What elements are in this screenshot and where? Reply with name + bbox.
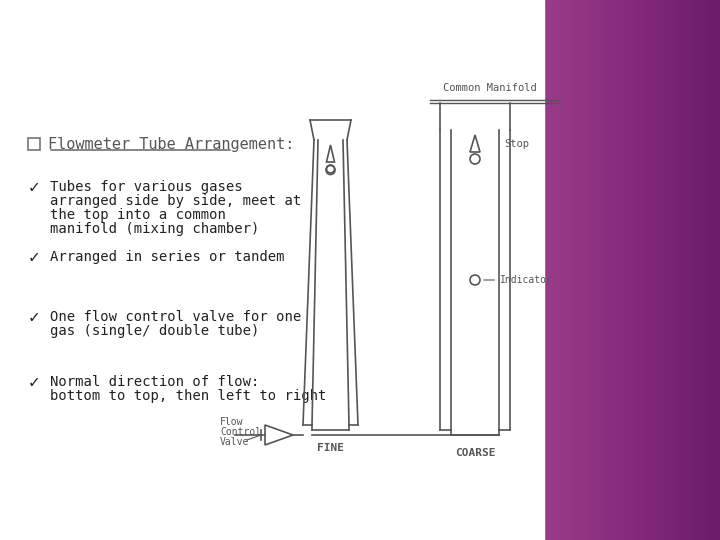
Bar <box>544 0 547 540</box>
Bar <box>635 0 639 540</box>
Bar <box>564 0 568 540</box>
Bar <box>673 0 677 540</box>
Bar <box>629 0 633 540</box>
Text: ✓: ✓ <box>28 250 41 265</box>
Bar <box>647 0 650 540</box>
Text: bottom to top, then left to right: bottom to top, then left to right <box>50 389 326 403</box>
Bar <box>688 0 692 540</box>
Bar <box>652 0 657 540</box>
Bar <box>606 0 609 540</box>
Bar <box>576 0 580 540</box>
Bar <box>658 0 662 540</box>
Bar <box>620 0 624 540</box>
Bar <box>699 0 703 540</box>
Bar <box>693 0 698 540</box>
Bar <box>655 0 660 540</box>
Text: Stop: Stop <box>504 139 529 149</box>
Text: ✓: ✓ <box>28 180 41 195</box>
Bar <box>696 0 701 540</box>
Bar <box>676 0 680 540</box>
Text: manifold (mixing chamber): manifold (mixing chamber) <box>50 222 259 236</box>
Bar <box>682 0 685 540</box>
Bar <box>546 0 551 540</box>
Bar <box>608 0 612 540</box>
Text: One flow control valve for one: One flow control valve for one <box>50 310 301 324</box>
Bar <box>703 0 706 540</box>
Bar <box>679 0 683 540</box>
Text: Arranged in series or tandem: Arranged in series or tandem <box>50 250 284 264</box>
Bar <box>573 0 577 540</box>
Bar <box>623 0 627 540</box>
Bar <box>549 0 554 540</box>
Bar <box>562 0 565 540</box>
Bar <box>617 0 621 540</box>
Bar <box>558 0 562 540</box>
Bar <box>649 0 653 540</box>
Bar <box>641 0 644 540</box>
Bar <box>593 0 598 540</box>
Text: Tubes for various gases: Tubes for various gases <box>50 180 243 194</box>
Bar <box>664 0 668 540</box>
Bar <box>611 0 615 540</box>
Bar <box>555 0 559 540</box>
Bar <box>585 0 589 540</box>
Text: Flowmeter Tube Arrangement:: Flowmeter Tube Arrangement: <box>48 137 294 152</box>
Bar <box>690 0 695 540</box>
Text: Control: Control <box>220 427 261 437</box>
Bar <box>711 0 715 540</box>
Text: FINE: FINE <box>317 443 344 453</box>
Bar <box>685 0 688 540</box>
Bar <box>570 0 574 540</box>
Bar <box>600 0 603 540</box>
Text: Common Manifold: Common Manifold <box>443 83 537 93</box>
Bar <box>708 0 712 540</box>
Bar <box>590 0 595 540</box>
Bar <box>714 0 718 540</box>
Bar <box>0 0 544 540</box>
Bar <box>582 0 586 540</box>
Text: gas (single/ double tube): gas (single/ double tube) <box>50 324 259 338</box>
Bar <box>603 0 606 540</box>
Bar <box>567 0 571 540</box>
Bar <box>638 0 642 540</box>
Bar <box>552 0 557 540</box>
Bar <box>632 0 636 540</box>
Bar <box>717 0 720 540</box>
Bar <box>661 0 665 540</box>
Text: the top into a common: the top into a common <box>50 208 226 222</box>
Text: Normal direction of flow:: Normal direction of flow: <box>50 375 259 389</box>
Text: ✓: ✓ <box>28 375 41 390</box>
Bar <box>667 0 671 540</box>
Bar <box>579 0 582 540</box>
Bar <box>614 0 618 540</box>
Text: arranged side by side, meet at: arranged side by side, meet at <box>50 194 301 208</box>
Bar <box>28 138 40 150</box>
Text: Valve: Valve <box>220 437 249 447</box>
Bar <box>706 0 709 540</box>
Text: ✓: ✓ <box>28 310 41 325</box>
Text: COARSE: COARSE <box>455 448 495 458</box>
Bar <box>644 0 647 540</box>
Bar <box>670 0 674 540</box>
Text: Flow: Flow <box>220 417 243 427</box>
Bar <box>588 0 592 540</box>
Bar <box>596 0 600 540</box>
Bar <box>626 0 630 540</box>
Text: Indicator: Indicator <box>484 275 553 285</box>
